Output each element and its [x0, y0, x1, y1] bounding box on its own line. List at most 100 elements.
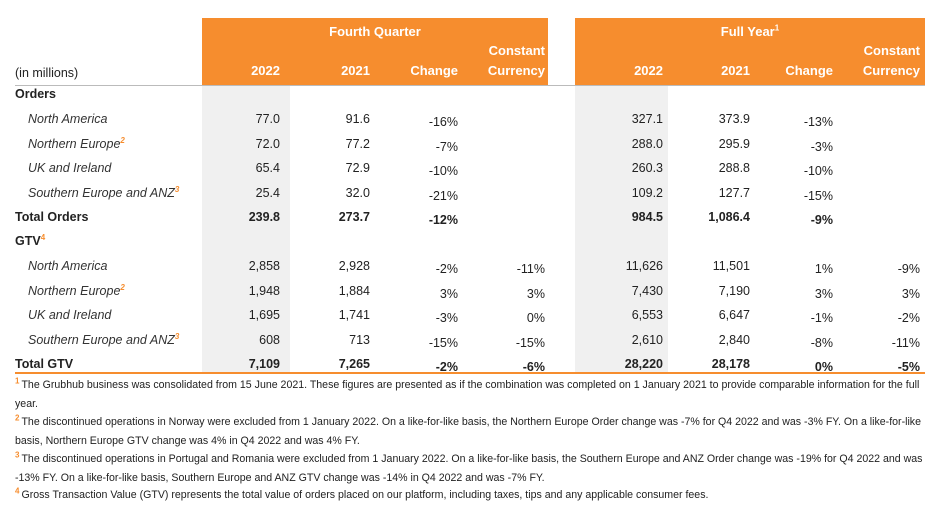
- cell-value: 288.8: [718, 161, 750, 175]
- cell-value: 295.9: [718, 136, 750, 151]
- cell-value: 7,430: [631, 283, 663, 298]
- footnote-marker: 2: [120, 282, 125, 292]
- column-header: 2021: [341, 63, 370, 78]
- group-title-text: Fourth Quarter: [329, 24, 421, 39]
- footnote: 1 The Grubhub business was consolidated f…: [15, 376, 930, 413]
- label-text: North America: [28, 112, 108, 126]
- cell-value: -13%: [803, 115, 833, 129]
- cell-value: 260.3: [631, 161, 663, 175]
- cell-value: -3%: [810, 139, 833, 154]
- header-band: [575, 18, 925, 85]
- cell-value: 28,220: [624, 356, 663, 371]
- cell-value: 288.0: [631, 136, 663, 151]
- cell-value: 713: [349, 332, 370, 347]
- cell-value: 2,858: [248, 259, 280, 273]
- column-header: Constant Currency: [487, 43, 545, 78]
- cell-value: 2,928: [338, 259, 370, 273]
- footnote-marker: 1: [774, 23, 780, 33]
- footnote-marker: 2: [15, 413, 20, 423]
- cell-value: 72.9: [345, 161, 370, 175]
- cell-value: 91.6: [345, 112, 370, 126]
- unit-label: (in millions): [15, 66, 79, 80]
- cell-value: 7,109: [248, 356, 280, 371]
- cell-value: 3%: [901, 286, 920, 301]
- cell-value: 7,190: [718, 283, 750, 298]
- cell-value: 25.4: [255, 185, 280, 200]
- footnote: 3 The discontinued operations in Portugal…: [15, 450, 930, 487]
- column-header: 2021: [721, 63, 750, 78]
- cell-value: 1,086.4: [708, 209, 750, 224]
- cell-value: 1%: [814, 262, 833, 276]
- group-title-text: Full Year: [720, 24, 775, 39]
- section-title-text: GTV: [15, 234, 41, 248]
- cell-value: 1,741: [338, 308, 370, 322]
- cell-value: 109.2: [631, 185, 663, 200]
- cell-value: 7,265: [338, 356, 370, 371]
- section-title: Orders: [15, 86, 56, 102]
- cell-value: 3%: [439, 286, 458, 301]
- header-rule: [15, 85, 925, 86]
- cell-value: 0%: [814, 359, 833, 374]
- row-label: Southern Europe and ANZ3: [28, 332, 179, 348]
- row-label: Total GTV: [15, 356, 73, 372]
- cell-value: -1%: [810, 311, 833, 325]
- cell-value: -11%: [891, 335, 920, 350]
- footnote-marker: 4: [40, 232, 46, 242]
- column-shade: [202, 85, 290, 372]
- table-rule: [15, 372, 925, 374]
- cell-value: -12%: [428, 212, 458, 227]
- footnote-marker: 2: [120, 135, 125, 145]
- cell-value: -2%: [897, 311, 920, 325]
- label-text: North America: [28, 259, 108, 273]
- cell-value: -7%: [435, 139, 458, 154]
- label-text: UK and Ireland: [28, 161, 112, 175]
- cell-value: 3%: [814, 286, 833, 301]
- cell-value: 72.0: [255, 136, 280, 151]
- cell-value: 0%: [526, 311, 545, 325]
- footnote: 2 The discontinued operations in Norway w…: [15, 413, 930, 450]
- label-text: UK and Ireland: [28, 308, 112, 322]
- cell-value: 77.0: [255, 112, 280, 126]
- cell-value: -9%: [897, 262, 920, 276]
- cell-value: 327.1: [631, 112, 663, 126]
- footnote-text: The discontinued operations in Portugal …: [15, 453, 923, 484]
- cell-value: -16%: [428, 115, 458, 129]
- group-title: Fourth Quarter: [202, 24, 548, 40]
- column-header: Change: [410, 63, 458, 78]
- column-header: Change: [785, 63, 833, 78]
- cell-value: 77.2: [345, 136, 370, 151]
- cell-value: 65.4: [255, 161, 280, 175]
- column-header: 2022: [634, 63, 663, 78]
- cell-value: -9%: [810, 212, 833, 227]
- label-text: Total GTV: [15, 356, 74, 371]
- group-title: Full Year1: [575, 24, 925, 40]
- cell-value: -15%: [803, 188, 833, 203]
- row-label: UK and Ireland: [28, 307, 111, 323]
- cell-value: -5%: [897, 359, 920, 374]
- footnote-text: Gross Transaction Value (GTV) represents…: [21, 489, 709, 501]
- footnote: 4 Gross Transaction Value (GTV) represent…: [15, 486, 930, 505]
- cell-value: 127.7: [718, 185, 750, 200]
- cell-value: 373.9: [718, 112, 750, 126]
- label-text: Northern Europe: [28, 283, 121, 298]
- row-label: North America: [28, 258, 107, 274]
- cell-value: 1,884: [338, 283, 370, 298]
- cell-value: -11%: [516, 262, 545, 276]
- column-header: 2022: [251, 63, 280, 78]
- cell-value: 28,178: [711, 356, 750, 371]
- row-label: North America: [28, 111, 107, 127]
- column-shade: [575, 85, 668, 372]
- cell-value: -8%: [810, 335, 833, 350]
- cell-value: -3%: [435, 311, 458, 325]
- cell-value: -10%: [428, 164, 458, 178]
- header-band: [202, 18, 548, 85]
- cell-value: 984.5: [631, 209, 663, 224]
- cell-value: 2,840: [718, 332, 750, 347]
- cell-value: 32.0: [345, 185, 370, 200]
- cell-value: -15%: [428, 335, 458, 350]
- row-label: Northern Europe2: [28, 136, 125, 152]
- row-label: Northern Europe2: [28, 283, 125, 299]
- section-title-text: Orders: [15, 87, 56, 101]
- cell-value: 1,948: [248, 283, 280, 298]
